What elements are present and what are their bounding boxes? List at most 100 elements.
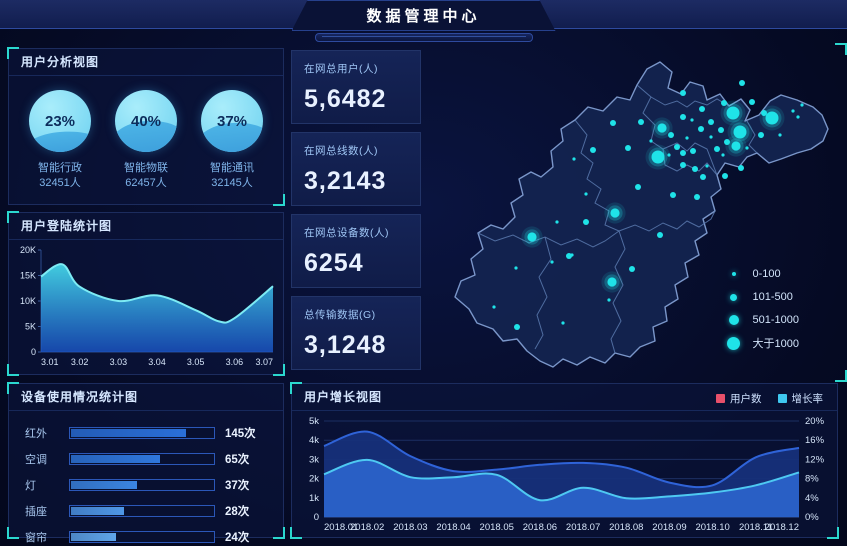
svg-text:2018.01: 2018.01 — [324, 522, 358, 533]
svg-text:2018.09: 2018.09 — [652, 522, 686, 533]
bar-value: 28次 — [225, 506, 250, 518]
panel-title-user-analysis: 用户分析视图 — [9, 49, 283, 76]
legend-label: 增长率 — [791, 393, 824, 405]
svg-text:2018.05: 2018.05 — [480, 522, 514, 533]
stat-value: 3,2143 — [304, 167, 387, 195]
region-map: 0-100 101-500 501-1000 大于1000 — [425, 43, 847, 382]
svg-text:3.04: 3.04 — [148, 357, 166, 367]
svg-text:3.02: 3.02 — [71, 357, 89, 367]
legend-dot-icon — [727, 272, 741, 276]
bar-value: 24次 — [225, 532, 250, 544]
growth-legend-item[interactable]: 增长率 — [777, 391, 824, 406]
stat-card-total-data: 总传输数据(G) 3,1248 — [291, 296, 421, 370]
login-area-chart: 0 5K 10K 15K 20K 3.01 3.02 3.03 3.04 3.05 3.06 3.07 — [20, 245, 274, 367]
bar-track — [69, 453, 215, 465]
svg-text:15K: 15K — [20, 271, 36, 281]
map-legend-row: 大于1000 — [727, 336, 800, 350]
svg-text:2018.08: 2018.08 — [609, 522, 643, 533]
svg-text:2018.06: 2018.06 — [523, 522, 557, 533]
svg-text:4k: 4k — [309, 435, 319, 446]
gauge-circle: 37% — [201, 90, 263, 152]
gauge-label: 智能通讯 32145人 — [210, 162, 254, 189]
svg-text:2018.12: 2018.12 — [765, 522, 799, 533]
stat-value: 6254 — [304, 249, 364, 277]
svg-text:12%: 12% — [805, 454, 825, 465]
gauge-percent: 40% — [130, 112, 162, 130]
svg-text:5K: 5K — [25, 322, 36, 332]
gauge-circle: 23% — [29, 90, 91, 152]
bar-row: 空调 65次 — [25, 451, 267, 467]
bar-track — [69, 479, 215, 491]
map-svg — [454, 61, 829, 368]
bar-value: 145次 — [225, 428, 256, 440]
gauge-circle: 40% — [115, 90, 177, 152]
bar-label: 红外 — [25, 428, 47, 440]
svg-text:2018.11: 2018.11 — [739, 522, 773, 533]
stat-value: 3,1248 — [304, 331, 387, 359]
header-decor-bar — [314, 33, 533, 42]
svg-text:3.03: 3.03 — [110, 357, 128, 367]
legend-swatch-icon — [777, 394, 787, 403]
svg-text:3.06: 3.06 — [226, 357, 244, 367]
panel-login-stats: 用户登陆统计图 0 5K 10K 15K 20K 3.01 3.02 3.03 3.04 3.05… — [7, 211, 285, 376]
growth-legend-item[interactable]: 用户数 — [716, 391, 762, 406]
map-legend-row: 101-500 — [727, 290, 800, 304]
map-legend-row: 0-100 — [727, 267, 800, 281]
growth-area-chart: 0 0% 1k 4% 2k 8% 3k 12% 4k 16% 5k 20% 2018.012018.02… — [309, 416, 825, 533]
stat-card-total-users: 在网总用户(人) 5,6482 — [291, 50, 421, 124]
liquid-gauge: 40% 智能物联 62457人 — [104, 90, 188, 191]
device-bar-chart: 红外 145次 空调 65次灯 37次 插座 28次 窗帘 24次 — [9, 411, 283, 545]
panel-user-growth: 用户增长视图 用户数 增长率 0 0% 1k 4% 2k 8% 3k 12% 4k 16% 5k 20%… — [290, 382, 839, 539]
bar-fill — [71, 481, 138, 489]
bar-row: 红外 145次 — [25, 425, 267, 441]
svg-text:0%: 0% — [805, 512, 819, 523]
legend-dot-icon — [727, 293, 741, 301]
stat-label: 总传输数据(G) — [304, 309, 376, 321]
panel-user-analysis: 用户分析视图 23% 智能行政 32451人 40% 智能物联 62457人 37% 智能通讯… — [7, 47, 285, 206]
bar-track — [69, 531, 215, 543]
bar-track — [69, 505, 215, 517]
svg-text:2018.03: 2018.03 — [393, 522, 427, 533]
panel-title-login-stats: 用户登陆统计图 — [9, 213, 283, 240]
bar-fill — [71, 507, 125, 515]
svg-text:2018.04: 2018.04 — [436, 522, 470, 533]
svg-text:3k: 3k — [309, 454, 319, 465]
legend-dot-icon — [727, 336, 741, 350]
legend-swatch-icon — [716, 394, 725, 403]
panel-device-usage: 设备使用情况统计图 红外 145次 空调 65次灯 37次 插座 28次 窗帘 24次 — [7, 382, 285, 544]
legend-label: 0-100 — [752, 268, 781, 280]
corner-decor — [273, 194, 285, 206]
liquid-gauge: 23% 智能行政 32451人 — [18, 90, 102, 191]
bar-row: 插座 28次 — [25, 503, 267, 519]
svg-text:3.07: 3.07 — [255, 357, 273, 367]
bar-fill — [71, 533, 116, 541]
svg-text:5k: 5k — [309, 416, 319, 427]
liquid-gauge: 37% 智能通讯 32145人 — [190, 90, 274, 191]
bar-fill — [71, 455, 161, 463]
svg-text:4%: 4% — [805, 493, 819, 504]
svg-text:0: 0 — [31, 347, 36, 357]
bar-row: 灯 37次 — [25, 477, 267, 493]
legend-label: 用户数 — [730, 393, 762, 405]
svg-text:10K: 10K — [20, 296, 36, 306]
svg-text:20%: 20% — [805, 416, 825, 427]
svg-text:2018.02: 2018.02 — [350, 522, 384, 533]
gauge-percent: 37% — [216, 112, 248, 130]
page-title: 数据管理中心 — [366, 8, 481, 25]
stat-label: 在网总设备数(人) — [304, 227, 389, 239]
stat-label: 在网总线数(人) — [304, 145, 378, 157]
legend-label: 101-500 — [752, 291, 793, 303]
svg-text:3.05: 3.05 — [187, 357, 205, 367]
bar-value: 37次 — [225, 480, 250, 492]
bar-label: 灯 — [25, 480, 36, 492]
map-legend: 0-100 101-500 501-1000 大于1000 — [727, 267, 800, 350]
growth-legend: 用户数 增长率 — [716, 391, 823, 406]
stat-value: 5,6482 — [304, 85, 387, 113]
map-legend-row: 501-1000 — [727, 313, 800, 327]
svg-text:3.01: 3.01 — [41, 357, 59, 367]
bar-value: 65次 — [225, 454, 250, 466]
svg-text:2k: 2k — [309, 474, 319, 485]
legend-label: 501-1000 — [752, 314, 800, 326]
gauge-percent: 23% — [44, 112, 76, 130]
